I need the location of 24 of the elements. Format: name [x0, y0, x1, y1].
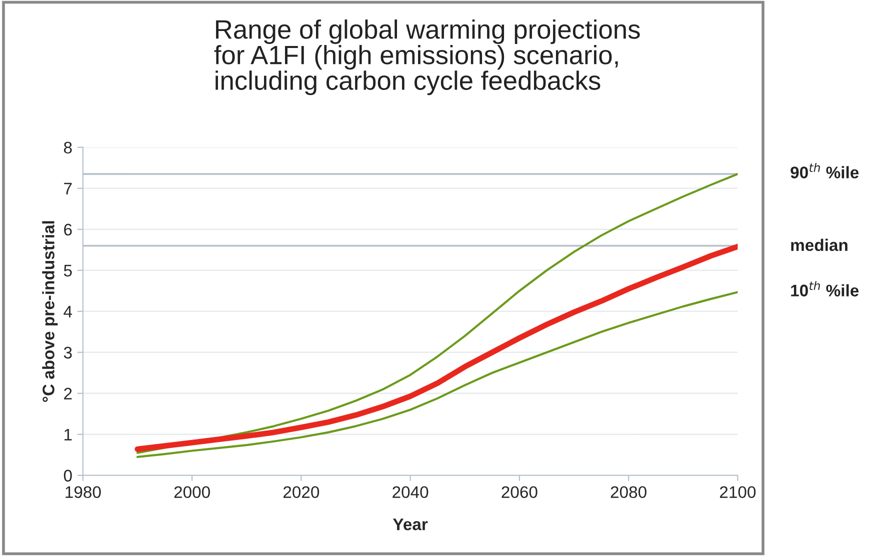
y-axis-title: °C above pre-industrial	[42, 221, 58, 402]
y-tick-label: 2	[64, 388, 72, 400]
y-tick-label: 8	[64, 142, 72, 154]
y-tick-label: 6	[64, 224, 72, 236]
y-tick-label: 0	[64, 470, 72, 482]
x-tick-label: 2000	[174, 486, 210, 498]
x-tick-label: 2060	[502, 486, 538, 498]
y-tick-label: 4	[64, 306, 72, 318]
y-tick-label: 3	[64, 346, 72, 359]
text: 10$^{th}$ %ile	[791, 281, 859, 296]
text: median	[791, 238, 848, 252]
x-tick-label: 2100	[720, 486, 756, 498]
y-tick-label: 1	[64, 428, 72, 440]
y-tick-label: 5	[64, 264, 72, 277]
y-tick-label: 7	[64, 182, 72, 194]
chart-title: Range of global warming projections for A1FI (high emissions) scenario, including carbon cycle feedbacks	[214, 19, 640, 96]
x-tick-label: 2040	[392, 486, 428, 498]
line-series	[136, 172, 738, 454]
x-tick-label: 2080	[610, 486, 646, 498]
x-tick-label: 1980	[66, 486, 101, 498]
x-axis-title: Year	[392, 518, 428, 530]
text: 90$^{th}$ %ile	[790, 162, 859, 178]
line-series	[136, 291, 738, 458]
x-tick-label: 2020	[283, 486, 320, 498]
